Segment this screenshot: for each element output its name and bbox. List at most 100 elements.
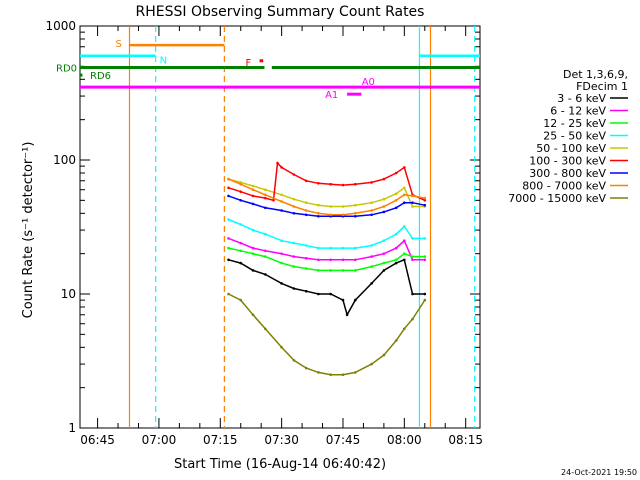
series-point	[264, 206, 267, 210]
series-point	[239, 199, 242, 202]
series-point	[403, 201, 406, 204]
series-point	[264, 273, 267, 276]
series-point	[264, 249, 267, 253]
series-point	[304, 244, 308, 247]
series-point	[411, 258, 414, 262]
series-point	[251, 269, 255, 272]
series-point	[251, 252, 255, 255]
x-tick-label: 07:30	[264, 433, 299, 447]
y-tick-label: 10	[61, 287, 76, 301]
series-point	[280, 346, 283, 349]
series-point	[345, 313, 349, 317]
series-line	[228, 258, 425, 317]
series-point	[317, 371, 320, 374]
series-point	[411, 194, 414, 198]
series-point	[276, 161, 279, 165]
series-point	[329, 213, 333, 217]
series-point	[354, 258, 357, 262]
series-point	[227, 177, 230, 181]
x-tick-label: 07:00	[142, 433, 177, 447]
series-point	[403, 239, 406, 242]
series-point	[341, 258, 345, 262]
series-point	[239, 181, 242, 184]
series-point	[304, 179, 308, 183]
legend-item-label: 300 - 800 keV	[529, 167, 606, 180]
series-point	[411, 205, 414, 208]
legend-item-label: 6 - 12 keV	[550, 105, 606, 118]
series-point	[227, 186, 230, 190]
annotation-label: N	[160, 56, 167, 67]
plot-frame	[79, 25, 481, 429]
series-point	[382, 197, 386, 201]
annotation-label: A1	[325, 90, 338, 101]
legend-item-label: 7000 - 15000 keV	[508, 192, 606, 205]
series-point	[382, 261, 386, 265]
series-point	[292, 205, 296, 208]
series-point	[317, 292, 320, 296]
series-point	[403, 327, 406, 331]
series-point	[394, 261, 398, 265]
series-point	[354, 212, 357, 215]
series-point	[329, 373, 333, 377]
series-point	[292, 241, 296, 245]
series-point	[292, 212, 296, 215]
series-point	[370, 265, 373, 268]
series-point	[239, 190, 242, 193]
series-point	[394, 206, 398, 210]
series-point	[403, 258, 406, 262]
series-point	[394, 258, 398, 262]
series-point	[411, 317, 414, 321]
series-point	[292, 197, 296, 201]
series-point	[341, 373, 345, 377]
series-point	[239, 249, 242, 253]
series-point	[251, 228, 255, 232]
series-point	[280, 239, 283, 242]
series-point	[239, 182, 242, 186]
series-point	[423, 199, 427, 202]
footer-timestamp: 24-Oct-2021 19:50	[561, 468, 637, 477]
series-point	[394, 192, 398, 195]
series-point	[329, 246, 333, 250]
series-point	[317, 212, 320, 215]
series-point	[304, 213, 308, 217]
series-point	[329, 292, 333, 296]
series-point	[423, 255, 427, 258]
series-point	[370, 362, 373, 366]
series-point	[341, 205, 345, 208]
series-lines	[227, 161, 427, 377]
series-point	[423, 237, 427, 240]
series-point	[403, 252, 406, 255]
series-point	[354, 269, 357, 272]
series-point	[394, 171, 398, 175]
series-point	[280, 166, 283, 169]
series-point	[411, 255, 414, 258]
series-point	[280, 200, 283, 203]
series-point	[423, 298, 427, 302]
series-point	[370, 244, 373, 247]
series-point	[292, 255, 296, 258]
series-point	[251, 313, 255, 317]
series-point	[317, 182, 320, 185]
legend-item-label: 12 - 25 keV	[543, 117, 606, 130]
x-axis-label: Start Time (16-Aug-14 06:40:42)	[174, 457, 386, 472]
series-point	[341, 269, 345, 272]
series-point	[382, 205, 386, 208]
series-point	[354, 371, 357, 374]
series-point	[370, 213, 373, 217]
series-point	[370, 282, 373, 285]
series-line	[228, 293, 426, 376]
series-point	[227, 218, 230, 221]
series-point	[341, 183, 345, 187]
series-point	[227, 258, 230, 262]
series-point	[304, 209, 308, 212]
annotation-label: F	[246, 58, 252, 69]
series-point	[394, 199, 398, 202]
chart-title: RHESSI Observing Summary Count Rates	[136, 4, 425, 20]
series-point	[251, 202, 255, 206]
series-point	[264, 188, 267, 191]
series-point	[292, 359, 296, 362]
legend-item-label: 50 - 100 keV	[536, 142, 606, 155]
series-point	[382, 210, 386, 214]
series-point	[382, 269, 386, 272]
series-point	[280, 261, 283, 265]
